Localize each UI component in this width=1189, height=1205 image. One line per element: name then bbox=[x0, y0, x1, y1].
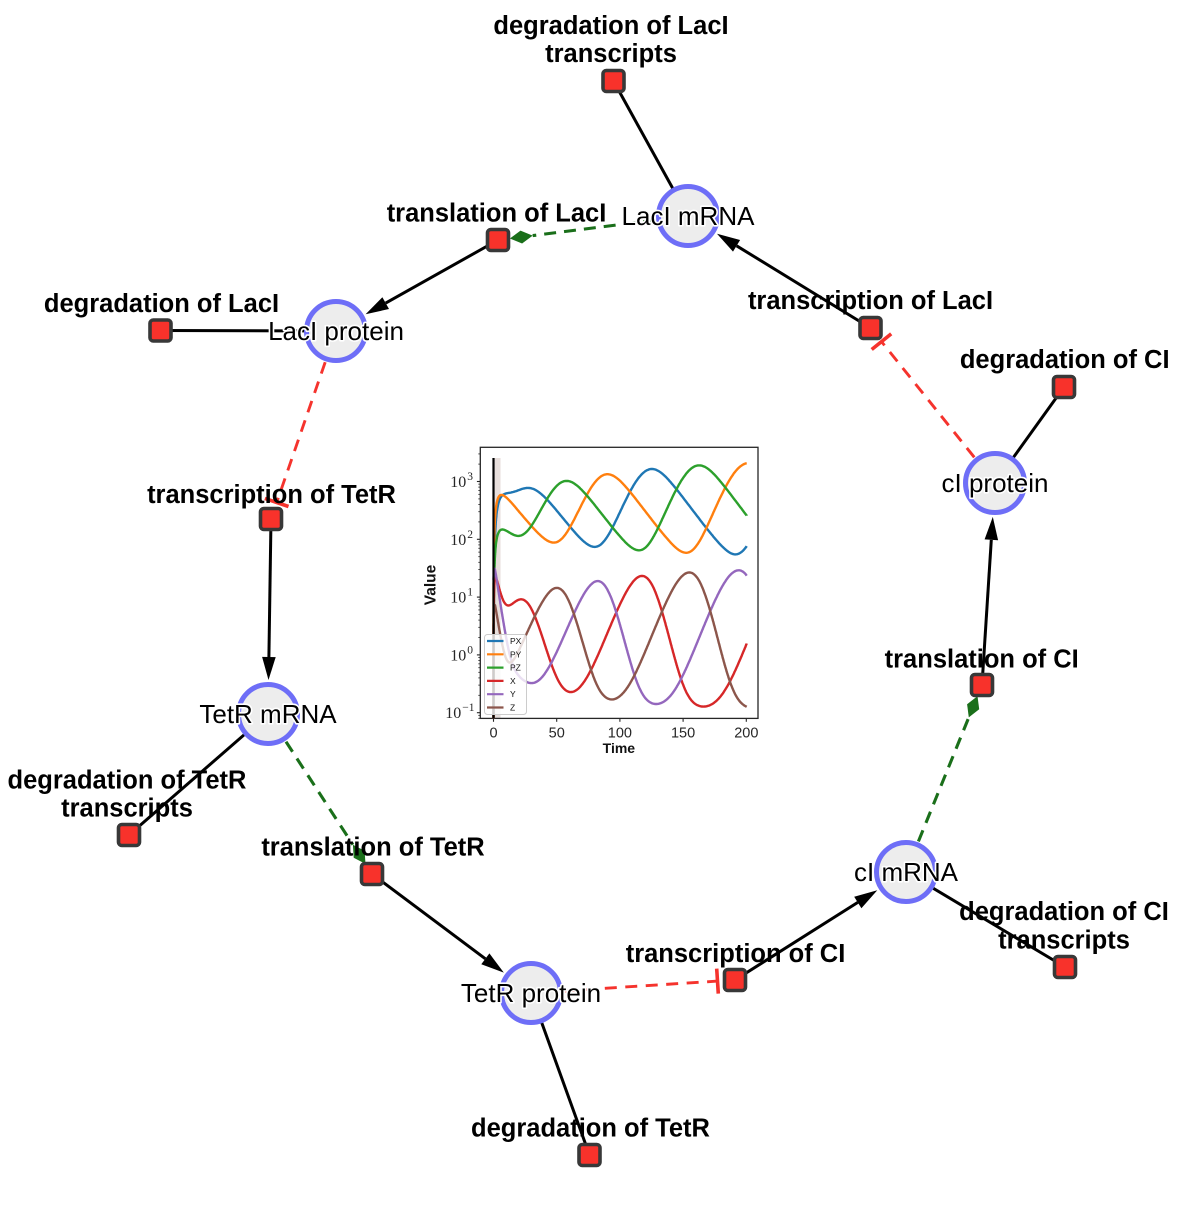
svg-text:TetR protein: TetR protein bbox=[461, 978, 601, 1008]
svg-text:transcription of CI: transcription of CI bbox=[626, 940, 846, 968]
svg-text:degradation of LacI: degradation of LacI bbox=[493, 12, 728, 40]
svg-text:cI protein: cI protein bbox=[942, 468, 1049, 498]
svg-text:Time: Time bbox=[603, 740, 636, 756]
svg-text:10: 10 bbox=[450, 590, 466, 607]
svg-text:degradation of CI: degradation of CI bbox=[960, 346, 1170, 374]
svg-text:degradation of LacI: degradation of LacI bbox=[44, 290, 279, 318]
svg-text:TetR mRNA: TetR mRNA bbox=[199, 699, 337, 729]
svg-text:50: 50 bbox=[549, 726, 565, 742]
svg-text:100: 100 bbox=[608, 726, 632, 742]
svg-text:transcripts: transcripts bbox=[61, 795, 193, 823]
svg-text:1: 1 bbox=[467, 587, 473, 599]
svg-text:Z: Z bbox=[510, 703, 515, 713]
svg-text:PZ: PZ bbox=[510, 663, 521, 673]
svg-text:2: 2 bbox=[467, 529, 473, 541]
svg-text:200: 200 bbox=[734, 726, 758, 742]
svg-text:transcripts: transcripts bbox=[545, 40, 677, 68]
svg-text:translation of LacI: translation of LacI bbox=[387, 200, 607, 228]
svg-text:10: 10 bbox=[450, 647, 466, 664]
svg-text:10: 10 bbox=[450, 474, 466, 491]
svg-text:Value: Value bbox=[423, 564, 440, 605]
svg-text:degradation of TetR: degradation of TetR bbox=[471, 1115, 710, 1143]
svg-text:0: 0 bbox=[467, 644, 473, 656]
svg-text:3: 3 bbox=[467, 471, 473, 483]
svg-text:10: 10 bbox=[450, 532, 466, 549]
svg-text:X: X bbox=[510, 676, 516, 686]
svg-text:0: 0 bbox=[489, 726, 497, 742]
svg-text:150: 150 bbox=[671, 726, 695, 742]
svg-text:degradation of TetR: degradation of TetR bbox=[8, 767, 247, 795]
svg-text:transcription of LacI: transcription of LacI bbox=[748, 287, 993, 315]
svg-text:10: 10 bbox=[445, 705, 461, 722]
svg-text:Y: Y bbox=[510, 689, 516, 699]
svg-text:degradation of CI: degradation of CI bbox=[959, 898, 1169, 926]
svg-text:PX: PX bbox=[510, 636, 522, 646]
svg-text:LacI mRNA: LacI mRNA bbox=[622, 201, 756, 231]
svg-text:−1: −1 bbox=[462, 702, 474, 714]
svg-text:PY: PY bbox=[510, 649, 522, 659]
svg-text:translation of TetR: translation of TetR bbox=[261, 834, 484, 862]
svg-text:cI mRNA: cI mRNA bbox=[854, 857, 959, 887]
svg-text:translation of CI: translation of CI bbox=[885, 646, 1079, 674]
svg-text:transcription of TetR: transcription of TetR bbox=[147, 481, 396, 509]
svg-text:transcripts: transcripts bbox=[998, 927, 1130, 955]
svg-text:LacI protein: LacI protein bbox=[268, 316, 404, 346]
